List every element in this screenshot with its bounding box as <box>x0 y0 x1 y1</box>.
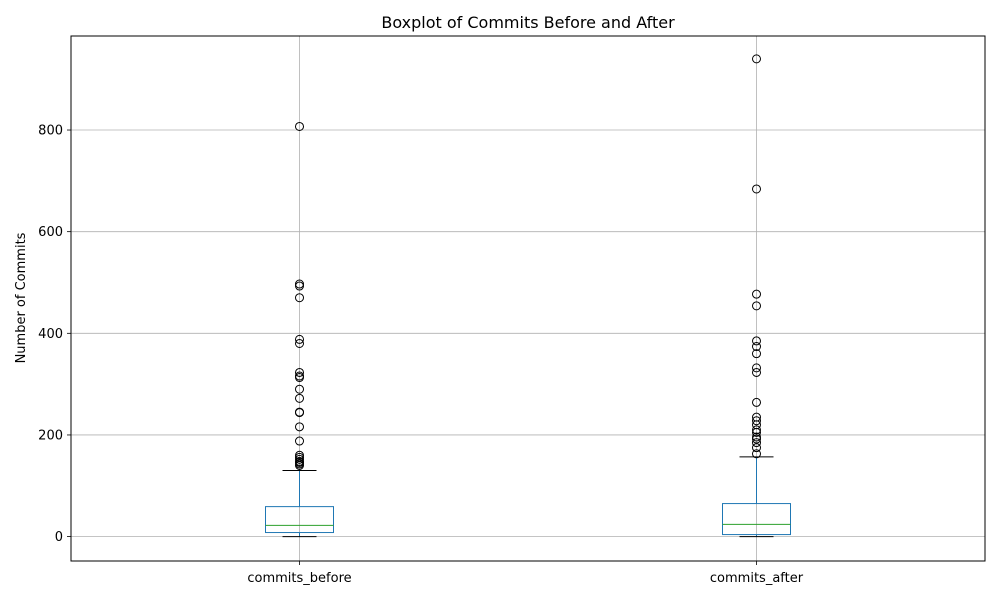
outlier-point <box>752 425 761 435</box>
outlier-point <box>295 384 304 394</box>
outlier-point <box>752 342 761 352</box>
box-layer <box>265 54 791 538</box>
outlier-point <box>295 460 304 470</box>
outlier-point <box>752 438 761 448</box>
outlier-point <box>752 367 761 377</box>
chart-title: Boxplot of Commits Before and After <box>381 13 675 32</box>
outlier-point <box>295 338 304 348</box>
outlier-point <box>752 184 761 194</box>
plot-frame <box>70 35 986 562</box>
axis-layer: 0 200 400 600 800 commits_before commits_after <box>38 35 986 586</box>
iqr-box <box>265 506 334 534</box>
y-axis-label: Number of Commits <box>14 232 29 363</box>
outlier-point <box>295 408 304 418</box>
outlier-point <box>752 449 761 459</box>
outlier-point <box>295 436 304 446</box>
outlier-point <box>295 367 304 377</box>
outlier-point <box>752 434 761 444</box>
outlier-point <box>752 397 761 407</box>
outlier-point <box>295 334 304 344</box>
outlier-point <box>295 281 304 291</box>
outlier-point <box>752 54 761 64</box>
outlier-point <box>752 289 761 299</box>
box-commits_before <box>265 121 334 538</box>
box-commits_after <box>722 54 791 538</box>
x-tick-label: commits_before <box>247 571 351 586</box>
iqr-box <box>722 503 791 536</box>
outlier-point <box>295 121 304 131</box>
outlier-point <box>752 443 761 453</box>
outlier-point <box>752 336 761 346</box>
outlier-point <box>752 427 761 437</box>
outlier-point <box>752 363 761 373</box>
y-tick-label: 0 <box>55 530 63 545</box>
y-tick-label: 400 <box>38 327 63 342</box>
outlier-point <box>295 393 304 403</box>
outlier-point <box>295 422 304 432</box>
y-tick-label: 600 <box>38 225 63 240</box>
outlier-point <box>295 373 304 383</box>
y-tick-label: 800 <box>38 124 63 139</box>
x-tick-label: commits_after <box>710 571 804 586</box>
grid-layer <box>71 36 985 561</box>
outlier-point <box>295 293 304 303</box>
outlier-point <box>752 416 761 426</box>
y-tick-label: 200 <box>38 428 63 443</box>
outlier-point <box>752 301 761 311</box>
outlier-point <box>752 349 761 359</box>
